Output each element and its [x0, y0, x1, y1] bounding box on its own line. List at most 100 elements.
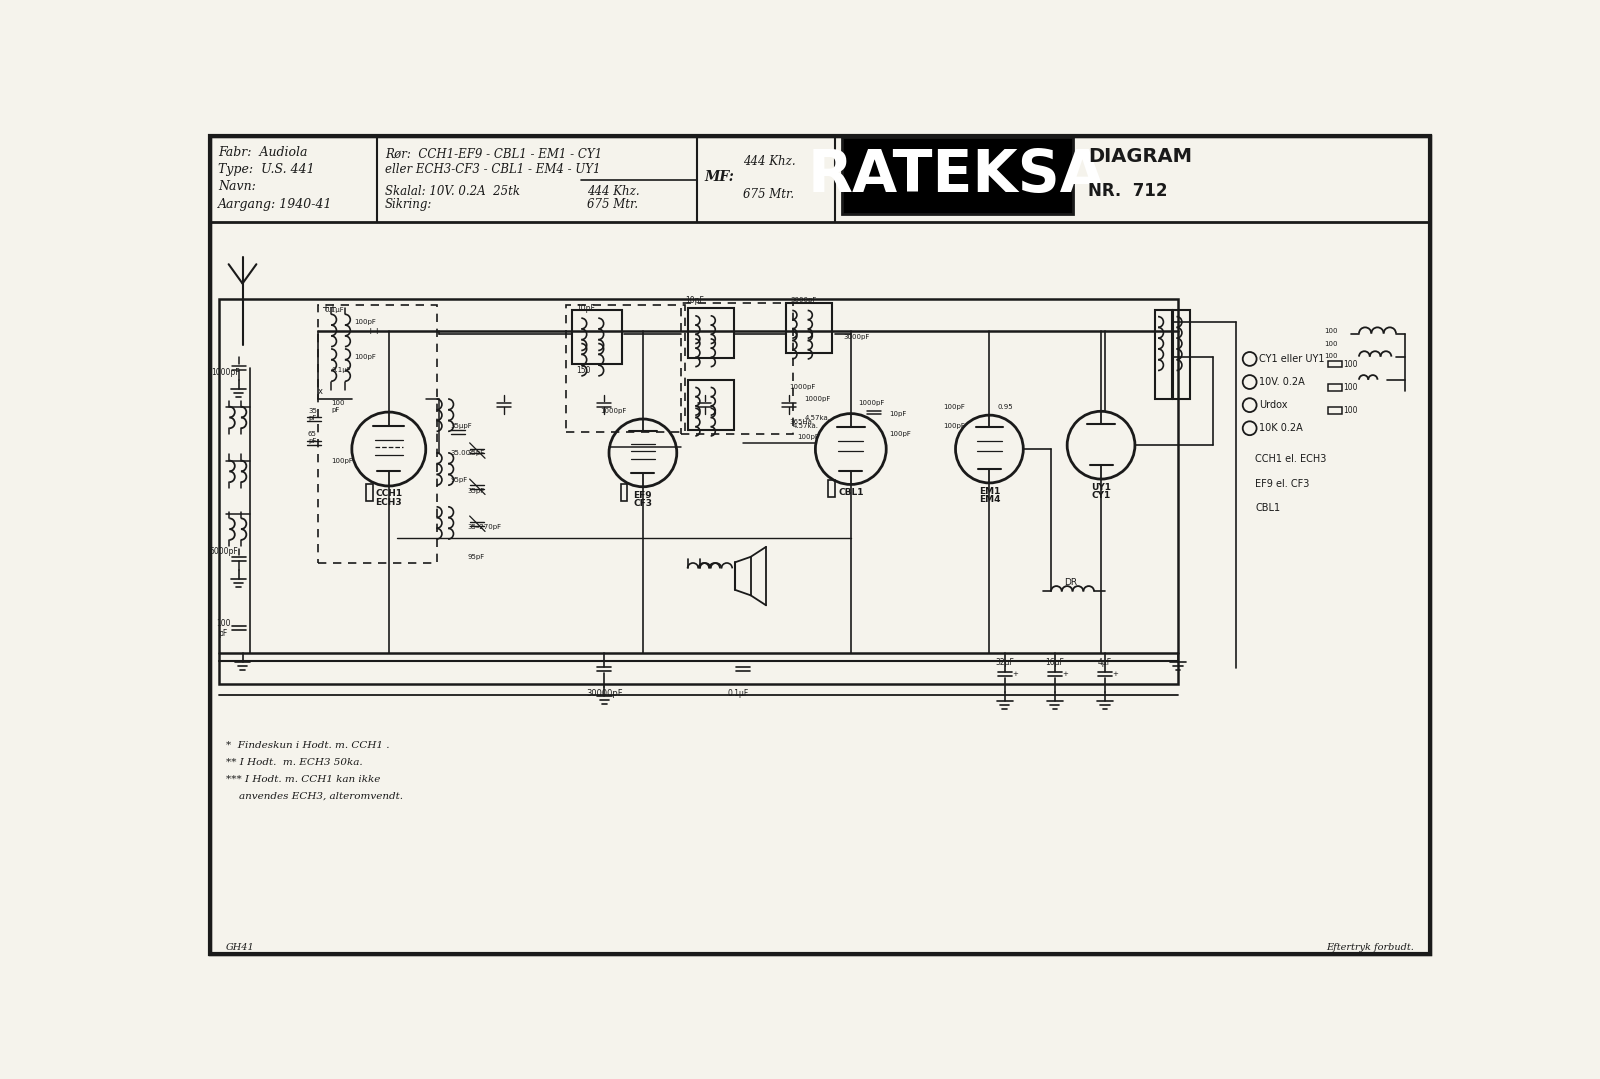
- Text: 4.57ka.: 4.57ka.: [805, 415, 830, 421]
- Text: *** I Hodt. m. CCH1 kan ikke: *** I Hodt. m. CCH1 kan ikke: [226, 775, 379, 783]
- Text: EF9 el. CF3: EF9 el. CF3: [1254, 479, 1309, 489]
- Text: Skalal: 10V. 0.2A  25tk: Skalal: 10V. 0.2A 25tk: [386, 185, 520, 197]
- Text: CBL1: CBL1: [1254, 503, 1280, 514]
- Text: 0.95: 0.95: [997, 404, 1013, 410]
- Bar: [682, 303, 794, 434]
- Text: 0.1μF: 0.1μF: [331, 367, 350, 372]
- Text: +: +: [1112, 671, 1118, 677]
- Text: 10V. 0.2A: 10V. 0.2A: [1259, 377, 1304, 387]
- Text: 65
pF: 65 pF: [307, 431, 317, 443]
- Text: ++: ++: [322, 303, 338, 313]
- Text: DIAGRAM: DIAGRAM: [1088, 147, 1192, 166]
- Text: 100: 100: [1344, 359, 1358, 369]
- Bar: [1328, 384, 1342, 391]
- Text: 100pF: 100pF: [944, 423, 965, 429]
- Text: 30000pF: 30000pF: [586, 688, 622, 698]
- Text: 100pF: 100pF: [331, 457, 354, 464]
- Text: Sikring:: Sikring:: [386, 199, 432, 211]
- Bar: [1155, 311, 1171, 399]
- Text: anvendes ECH3, alteromvendt.: anvendes ECH3, alteromvendt.: [226, 792, 403, 801]
- Text: Eftertryk forbudt.: Eftertryk forbudt.: [1326, 943, 1414, 952]
- Text: 675 Mtr.: 675 Mtr.: [587, 199, 638, 211]
- Text: EM4: EM4: [979, 495, 1000, 504]
- Bar: [366, 483, 373, 501]
- Text: Fabr:  Audiola: Fabr: Audiola: [218, 146, 307, 159]
- Text: CY1 eller UY1: CY1 eller UY1: [1259, 354, 1325, 364]
- Text: 95pF: 95pF: [451, 477, 467, 482]
- Text: 4.57ka.: 4.57ka.: [794, 423, 819, 429]
- Text: CCH1: CCH1: [376, 489, 402, 498]
- Text: eller ECH3-CF3 - CBL1 - EM4 - UY1: eller ECH3-CF3 - CBL1 - EM4 - UY1: [386, 163, 600, 176]
- Text: 1000pF: 1000pF: [805, 396, 830, 402]
- Text: EF9: EF9: [634, 491, 653, 500]
- Text: 444 Khz.: 444 Khz.: [587, 185, 640, 197]
- Text: +: +: [1062, 671, 1069, 677]
- Bar: [688, 309, 734, 358]
- Text: 1000pF: 1000pF: [211, 368, 240, 377]
- Text: 4μF: 4μF: [1098, 658, 1112, 667]
- Text: 100pF: 100pF: [797, 435, 819, 440]
- Text: RATEKSA: RATEKSA: [808, 147, 1106, 204]
- Text: 3000pF: 3000pF: [843, 334, 869, 340]
- Text: ** I Hodt.  m. ECH3 50ka.: ** I Hodt. m. ECH3 50ka.: [226, 757, 362, 767]
- Text: CCH1 el. ECH3: CCH1 el. ECH3: [1254, 454, 1326, 464]
- Bar: [688, 380, 734, 429]
- Text: 16μF: 16μF: [1045, 658, 1064, 667]
- Text: 100: 100: [1344, 383, 1358, 392]
- Text: 1000pF: 1000pF: [859, 400, 885, 406]
- Text: 5000pF: 5000pF: [210, 547, 238, 556]
- Text: 3000pF: 3000pF: [790, 298, 818, 303]
- Text: 100: 100: [1344, 406, 1358, 415]
- Text: Rør:  CCH1-EF9 - CBL1 - EM1 - CY1: Rør: CCH1-EF9 - CBL1 - EM1 - CY1: [386, 148, 602, 161]
- Bar: [219, 299, 1178, 684]
- Text: 10pF: 10pF: [890, 411, 907, 418]
- Text: ECH3: ECH3: [376, 497, 402, 507]
- Text: 675 Mtr.: 675 Mtr.: [742, 189, 794, 202]
- Text: 35μpF: 35μpF: [451, 423, 472, 429]
- Text: x: x: [318, 386, 323, 396]
- Text: 100pF: 100pF: [890, 431, 910, 437]
- Text: 0.1μF: 0.1μF: [325, 308, 344, 313]
- Bar: [318, 305, 437, 563]
- Bar: [1328, 408, 1342, 413]
- Text: 100pF: 100pF: [354, 354, 376, 359]
- Text: Navn:: Navn:: [218, 180, 256, 193]
- Text: Type:  U.S. 441: Type: U.S. 441: [218, 163, 315, 176]
- Bar: [566, 305, 685, 432]
- Text: 35pF: 35pF: [467, 450, 485, 456]
- Bar: [1328, 361, 1342, 368]
- Text: 1000pF: 1000pF: [789, 384, 816, 391]
- Text: 10pF: 10pF: [685, 296, 704, 305]
- Text: 365Ha.: 365Ha.: [789, 419, 814, 425]
- Text: 100: 100: [1325, 353, 1338, 359]
- Text: 1000pF: 1000pF: [600, 408, 627, 413]
- Text: UY1: UY1: [1091, 483, 1110, 492]
- Text: 150: 150: [576, 366, 590, 375]
- Text: NR.  712: NR. 712: [1088, 182, 1168, 200]
- Text: +: +: [1013, 671, 1018, 677]
- Text: 100pF: 100pF: [944, 404, 965, 410]
- Text: 100pF: 100pF: [354, 319, 376, 325]
- Text: 35.00: 35.00: [451, 450, 470, 456]
- Text: 100: 100: [1325, 328, 1338, 334]
- Text: 35pF: 35pF: [467, 489, 485, 494]
- Text: 35
pF: 35 pF: [307, 408, 317, 421]
- Text: CF3: CF3: [634, 500, 653, 508]
- Text: MF:: MF:: [704, 170, 734, 185]
- Text: 100: 100: [1325, 341, 1338, 346]
- Text: 10K 0.2A: 10K 0.2A: [1259, 423, 1302, 434]
- Text: 100
pF: 100 pF: [331, 400, 344, 413]
- Bar: [842, 137, 1072, 214]
- Text: 0.1μF: 0.1μF: [728, 688, 749, 698]
- Bar: [210, 136, 1430, 222]
- Bar: [829, 480, 835, 496]
- Text: DR: DR: [1064, 577, 1077, 587]
- Text: 95pF: 95pF: [467, 554, 485, 560]
- Text: Urdox: Urdox: [1259, 400, 1288, 410]
- Text: CBL1: CBL1: [838, 489, 864, 497]
- Text: ++: ++: [366, 327, 381, 336]
- Text: Aargang: 1940-41: Aargang: 1940-41: [218, 199, 333, 211]
- Text: 35–270pF: 35–270pF: [467, 523, 501, 530]
- Text: *  Findeskun i Hodt. m. CCH1 .: * Findeskun i Hodt. m. CCH1 .: [226, 741, 389, 750]
- Bar: [1173, 311, 1190, 399]
